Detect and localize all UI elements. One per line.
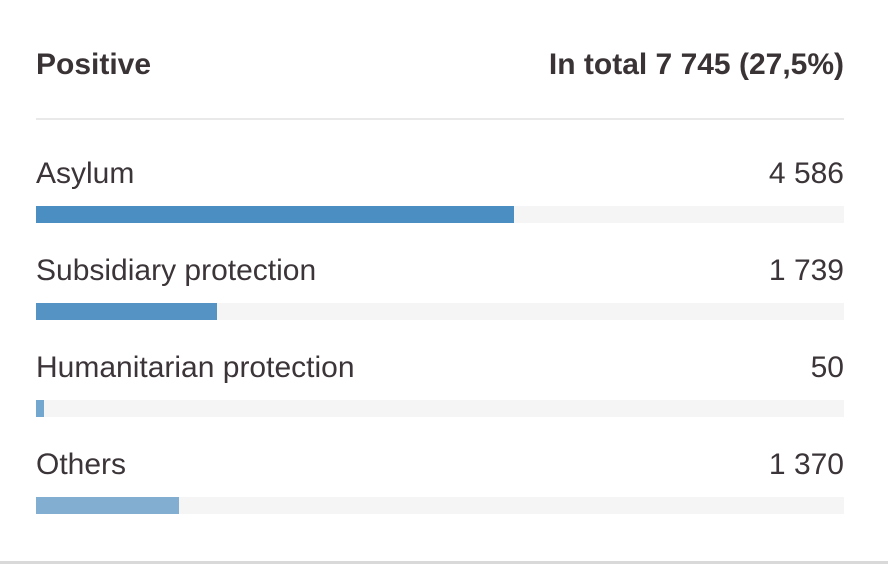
category-value: 4 586: [768, 157, 844, 190]
stat-line: Subsidiary protection 1 739: [36, 251, 844, 291]
card-total: In total 7 745 (27,5%): [548, 48, 844, 81]
stat-line: Others 1 370: [36, 445, 844, 485]
header-divider: [36, 118, 844, 120]
bar-fill: [36, 497, 179, 514]
bar-track: [36, 206, 844, 223]
bar-track: [36, 303, 844, 320]
stat-rows: Asylum 4 586 Subsidiary protection 1 739…: [36, 154, 844, 514]
bar-fill: [36, 400, 44, 417]
category-value: 1 739: [768, 254, 844, 287]
stat-row: Others 1 370: [36, 445, 844, 514]
category-value: 50: [810, 351, 844, 384]
category-label: Humanitarian protection: [36, 351, 355, 384]
category-label: Subsidiary protection: [36, 254, 317, 287]
stat-row: Humanitarian protection 50: [36, 348, 844, 417]
bar-track: [36, 400, 844, 417]
category-label: Others: [36, 448, 127, 481]
stat-row: Asylum 4 586: [36, 154, 844, 223]
category-label: Asylum: [36, 157, 135, 190]
bar-fill: [36, 303, 218, 320]
bar-track: [36, 497, 844, 514]
card-content: Positive In total 7 745 (27,5%) Asylum 4…: [36, 0, 844, 514]
category-value: 1 370: [768, 448, 844, 481]
stat-line: Humanitarian protection 50: [36, 348, 844, 388]
bar-fill: [36, 206, 515, 223]
stat-line: Asylum 4 586: [36, 154, 844, 194]
stat-row: Subsidiary protection 1 739: [36, 251, 844, 320]
card-header: Positive In total 7 745 (27,5%): [36, 0, 844, 86]
card-title: Positive: [36, 48, 152, 81]
